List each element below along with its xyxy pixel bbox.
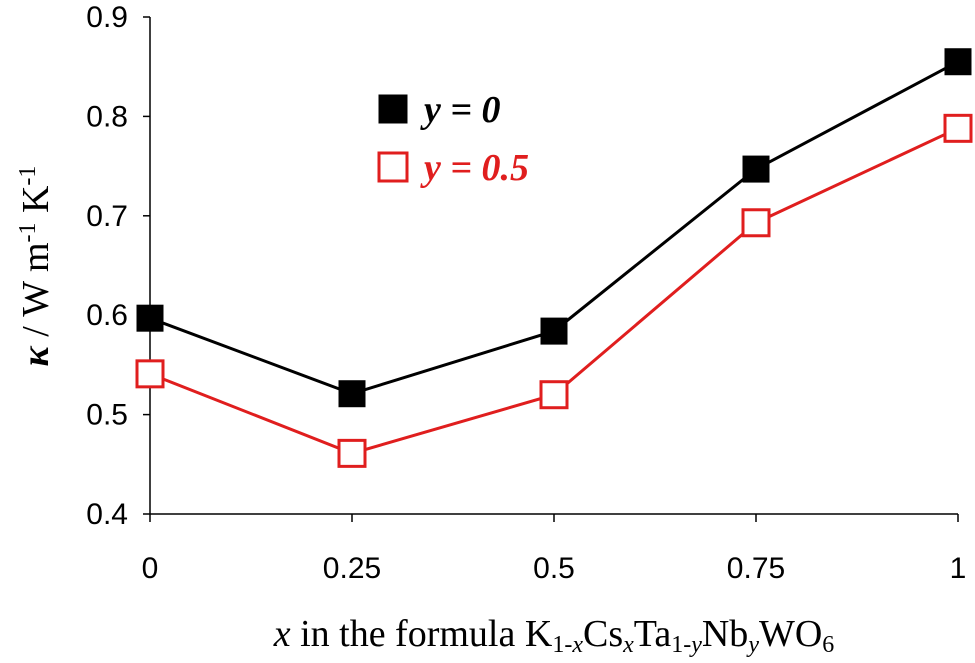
x-axis-title: x in the formula K1-xCsxTa1-yNbyWO6 <box>273 613 835 658</box>
x-tick-label: 0.25 <box>323 552 381 585</box>
x-tick-label: 1 <box>950 552 967 585</box>
legend: y = 0 y = 0.5 <box>377 89 529 189</box>
legend-label: y = 0.5 <box>420 147 529 189</box>
data-point <box>539 380 569 410</box>
data-point <box>338 380 366 408</box>
y-tick-label: 0.8 <box>86 100 128 133</box>
y-tick-label: 0.5 <box>86 399 128 432</box>
data-point <box>741 208 771 238</box>
y-tick-label: 0.4 <box>86 498 128 531</box>
y-tick-label: 0.6 <box>86 299 128 332</box>
legend-label: y = 0 <box>420 89 501 131</box>
data-point <box>337 438 367 468</box>
data-point <box>136 304 164 332</box>
x-tick-label: 0.75 <box>727 552 785 585</box>
axes: 0.4 0.5 0.6 0.7 0.8 0.9 0 0.25 0.5 0.75 1 <box>86 1 966 585</box>
data-point <box>944 48 972 76</box>
data-point <box>135 359 165 389</box>
series-layer <box>135 48 973 468</box>
legend-marker <box>378 94 408 124</box>
y-tick-label: 0.7 <box>86 200 128 233</box>
data-point <box>943 113 973 143</box>
series-1 <box>136 48 972 408</box>
x-tick-label: 0.5 <box>533 552 575 585</box>
legend-marker <box>377 151 409 183</box>
data-point <box>742 155 770 183</box>
data-point <box>540 317 568 345</box>
y-axis-title: κ / W m-1 K-1 <box>15 166 57 367</box>
x-tick-label: 0 <box>142 552 159 585</box>
y-tick-label: 0.9 <box>86 1 128 34</box>
series-2 <box>135 113 973 468</box>
